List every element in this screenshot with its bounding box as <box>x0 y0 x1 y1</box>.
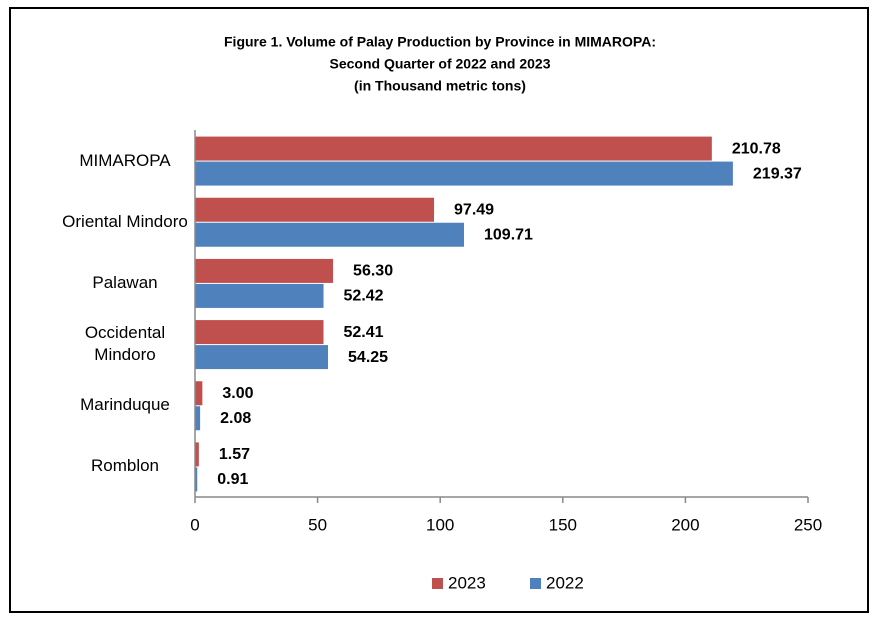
data-label: 52.42 <box>344 288 384 305</box>
bar <box>195 161 733 186</box>
legend-label: 2022 <box>546 573 584 592</box>
y-tick-label: Marinduque <box>80 395 170 415</box>
data-label: 97.49 <box>454 201 494 218</box>
chart-title: Figure 1. Volume of Palay Production by … <box>224 34 656 50</box>
data-label: 56.30 <box>353 263 393 280</box>
bar <box>195 320 324 345</box>
x-tick-label: 150 <box>549 515 577 534</box>
data-label: 109.71 <box>484 226 533 243</box>
y-tick-label: MIMAROPA <box>79 150 171 170</box>
y-tick-label: Romblon <box>90 456 160 476</box>
x-tick-label: 0 <box>190 515 199 534</box>
x-tick-label: 200 <box>671 515 699 534</box>
data-label: 0.91 <box>217 471 248 488</box>
data-label: 3.00 <box>222 385 253 402</box>
chart-subtitle: Second Quarter of 2022 and 2023 <box>330 56 551 72</box>
bar <box>195 258 334 283</box>
y-tick-label: Palawan <box>92 272 158 292</box>
chart-subtitle: (in Thousand metric tons) <box>354 78 526 94</box>
data-label: 2.08 <box>220 410 251 427</box>
bar <box>195 136 712 161</box>
x-tick-label: 50 <box>308 515 327 534</box>
data-label: 1.57 <box>219 446 250 463</box>
y-tick-label: Oriental Mindoro <box>62 211 188 231</box>
bar <box>195 467 198 492</box>
data-label: 219.37 <box>753 165 802 182</box>
bar <box>195 222 465 247</box>
data-label: 52.41 <box>344 324 384 341</box>
x-tick-label: 250 <box>794 515 822 534</box>
bar <box>195 442 199 467</box>
x-tick-label: 100 <box>426 515 454 534</box>
legend-swatch <box>432 578 443 589</box>
legend-label: 2023 <box>448 573 486 592</box>
data-label: 54.25 <box>348 349 388 366</box>
bar <box>195 345 329 370</box>
bar <box>195 406 201 431</box>
bar <box>195 283 324 308</box>
bar <box>195 381 203 406</box>
legend-swatch <box>530 578 541 589</box>
bar <box>195 197 435 222</box>
data-label: 210.78 <box>732 140 781 157</box>
y-tick-label: Occidental Mindoro <box>84 323 166 365</box>
frame <box>9 7 869 613</box>
